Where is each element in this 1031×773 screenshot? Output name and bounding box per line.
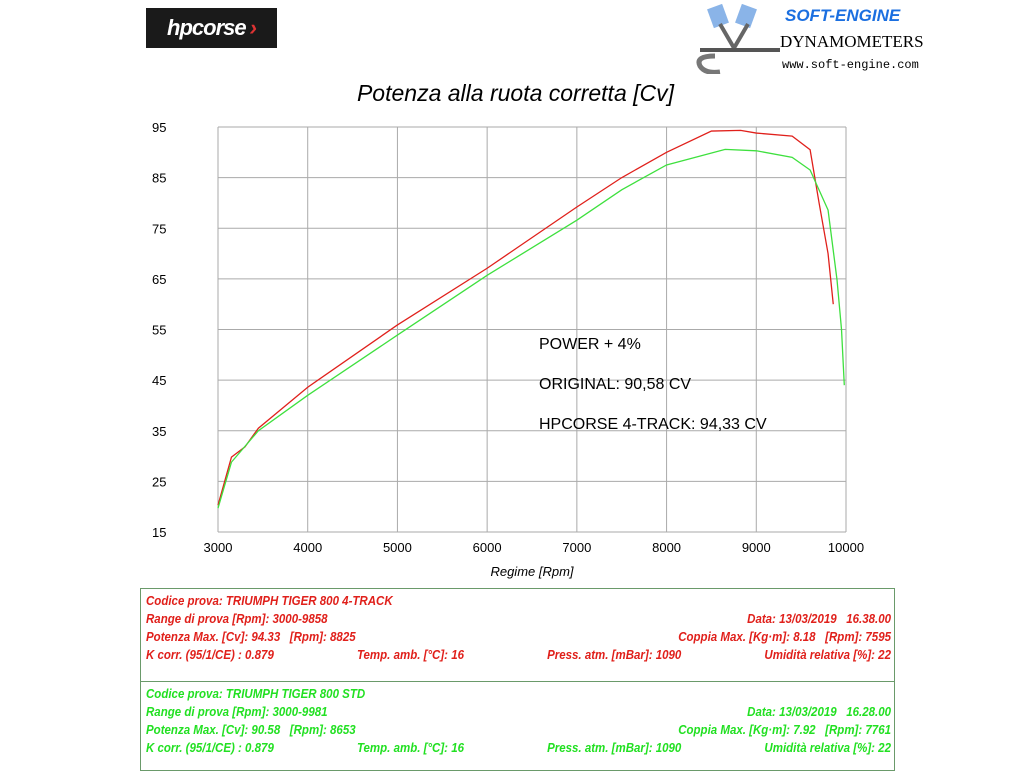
original-power-line [217,148,845,509]
test-row: Codice prova: TRIUMPH TIGER 800 STD [146,685,891,703]
hpcorse-logo-text: hpcorse [167,15,247,40]
test-codice: Codice prova: TRIUMPH TIGER 800 4-TRACK [146,594,393,608]
y-tick-label: 45 [152,373,166,388]
y-tick-label: 75 [152,221,166,236]
test-row: K corr. (95/1/CE) : 0.879 Temp. amb. [°C]… [146,739,891,757]
test-temp: Temp. amb. [°C]: 16 [356,741,464,755]
test-press: Press. atm. [mBar]: 1090 [547,741,682,755]
test-row: Potenza Max. [Cv]: 94.33 [Rpm]: 8825 Copp… [146,628,891,646]
power-chart: 3000 4000 5000 6000 7000 8000 9000 10000 15 25 35 4… [152,120,864,579]
test-data: Data: 13/03/2019 16.28.00 [747,705,891,719]
x-tick-label: 6000 [473,540,502,555]
annotation-original: ORIGINAL: 90,58 CV [539,376,691,393]
y-tick-label: 85 [152,171,166,186]
y-tick-label: 35 [152,424,166,439]
y-tick-label: 25 [152,474,166,489]
x-axis-label: Regime [Rpm] [490,564,573,579]
x-tick-label: 10000 [828,540,864,555]
test-press: Press. atm. [mBar]: 1090 [547,648,682,662]
x-tick-label: 3000 [204,540,233,555]
test-codice: Codice prova: TRIUMPH TIGER 800 STD [146,687,366,701]
test-coppia: Coppia Max. [Kg·m]: 7.92 [Rpm]: 7761 [678,723,891,737]
softengine-logo: SOFT-ENGINE DYNAMOMETERS www.soft-engine… [690,4,935,74]
test-range: Range di prova [Rpm]: 3000-9981 [146,705,328,719]
x-tick-label: 9000 [742,540,771,555]
test-temp: Temp. amb. [°C]: 16 [356,648,464,662]
test-row: Range di prova [Rpm]: 3000-9981 Data: 13/… [146,703,891,721]
test-info-panel: Codice prova: TRIUMPH TIGER 800 4-TRACK R… [140,588,895,771]
test-umid: Umidità relativa [%]: 22 [764,648,891,662]
test-coppia: Coppia Max. [Kg·m]: 8.18 [Rpm]: 7595 [678,630,891,644]
softengine-url: www.soft-engine.com [782,58,919,72]
y-tick-label: 15 [152,525,166,540]
test-kcorr: K corr. (95/1/CE) : 0.879 [146,648,274,662]
test-row: Potenza Max. [Cv]: 90.58 [Rpm]: 8653 Copp… [146,721,891,739]
test-potenza: Potenza Max. [Cv]: 90.58 [Rpm]: 8653 [146,723,356,737]
softengine-name: SOFT-ENGINE [785,6,901,25]
test-row: Range di prova [Rpm]: 3000-9858 Data: 13/… [146,610,891,628]
x-tick-label: 5000 [383,540,412,555]
test-data: Data: 13/03/2019 16.38.00 [747,612,891,626]
x-tick-label: 8000 [652,540,681,555]
hpcorse-logo: hpcorse › [146,8,277,48]
chart-title: Potenza alla ruota corretta [Cv] [356,80,675,106]
annotation-power: POWER + 4% [539,336,641,353]
test-kcorr: K corr. (95/1/CE) : 0.879 [146,741,274,755]
y-tick-label: 55 [152,323,166,338]
test-range: Range di prova [Rpm]: 3000-9858 [146,612,328,626]
x-tick-label: 4000 [293,540,322,555]
chevron-icon: › [249,15,257,40]
annotation-hpcorse: HPCORSE 4-TRACK: 94,33 CV [539,416,767,433]
test-potenza: Potenza Max. [Cv]: 94.33 [Rpm]: 8825 [146,630,356,644]
test-umid: Umidità relativa [%]: 22 [764,741,891,755]
test-row: Codice prova: TRIUMPH TIGER 800 4-TRACK [146,592,891,610]
piston-icon [696,4,780,74]
x-tick-label: 7000 [562,540,591,555]
test-block: Codice prova: TRIUMPH TIGER 800 STD Range… [141,681,894,773]
softengine-sub: DYNAMOMETERS [780,32,924,51]
test-row: K corr. (95/1/CE) : 0.879 Temp. amb. [°C]… [146,646,891,664]
y-tick-label: 65 [152,272,166,287]
hpcorse-power-line [217,129,834,506]
test-block: Codice prova: TRIUMPH TIGER 800 4-TRACK R… [141,589,894,681]
y-tick-label: 95 [152,120,166,135]
